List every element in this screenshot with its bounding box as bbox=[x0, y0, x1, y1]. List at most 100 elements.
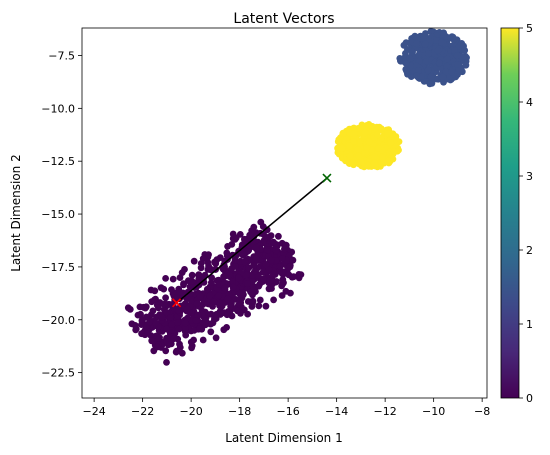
data-point-class-0 bbox=[227, 302, 235, 310]
data-point-class-0 bbox=[297, 271, 305, 278]
data-point-class-0 bbox=[282, 287, 290, 295]
data-point-class-0 bbox=[229, 283, 237, 291]
data-point-class-1 bbox=[424, 66, 432, 74]
y-tick-label: −17.5 bbox=[41, 261, 75, 274]
data-point-class-0 bbox=[167, 340, 175, 348]
data-point-class-5 bbox=[334, 138, 342, 146]
data-point-class-0 bbox=[231, 263, 239, 270]
data-point-class-0 bbox=[221, 284, 229, 292]
data-point-class-0 bbox=[266, 277, 274, 285]
data-point-class-0 bbox=[224, 295, 232, 303]
data-point-class-5 bbox=[350, 130, 358, 138]
data-point-class-0 bbox=[188, 271, 196, 279]
data-point-class-1 bbox=[448, 68, 455, 76]
data-point-class-0 bbox=[163, 325, 170, 333]
colorbar-tick-label: 2 bbox=[526, 244, 533, 257]
plot-frame bbox=[81, 27, 488, 399]
colorbar-tick-label: 0 bbox=[526, 392, 533, 405]
data-point-class-5 bbox=[349, 159, 357, 167]
data-point-class-0 bbox=[215, 281, 223, 288]
data-point-class-0 bbox=[226, 271, 234, 279]
data-point-class-0 bbox=[270, 296, 277, 304]
data-point-class-0 bbox=[211, 266, 219, 273]
end-marker bbox=[322, 173, 332, 183]
colorbar-tick-label: 5 bbox=[526, 22, 533, 35]
data-point-class-0 bbox=[154, 343, 161, 351]
data-point-class-0 bbox=[239, 250, 247, 258]
data-point-class-0 bbox=[235, 274, 243, 282]
data-point-class-0 bbox=[190, 257, 198, 265]
data-point-class-0 bbox=[142, 303, 150, 311]
data-point-class-0 bbox=[195, 271, 203, 279]
data-point-class-0 bbox=[229, 230, 237, 238]
data-point-class-1 bbox=[403, 67, 410, 74]
data-point-class-0 bbox=[148, 337, 156, 345]
colorbar-ticks: 0 1 2 3 4 5 bbox=[519, 22, 533, 405]
y-tick-label: −20.0 bbox=[41, 314, 75, 327]
data-point-class-1 bbox=[413, 40, 420, 48]
data-point-class-0 bbox=[170, 335, 178, 343]
data-point-class-0 bbox=[194, 311, 202, 319]
data-point-class-5 bbox=[345, 142, 353, 150]
data-point-class-0 bbox=[186, 289, 194, 297]
data-point-class-0 bbox=[255, 302, 263, 310]
data-point-class-0 bbox=[267, 256, 275, 264]
data-point-class-0 bbox=[190, 327, 198, 334]
data-point-class-0 bbox=[289, 256, 297, 264]
y-tick-label: −15.0 bbox=[41, 208, 75, 221]
data-point-class-0 bbox=[278, 282, 286, 290]
data-point-class-1 bbox=[439, 73, 447, 81]
data-point-class-0 bbox=[178, 349, 186, 357]
data-point-class-0 bbox=[204, 258, 212, 266]
x-tick-label: −14 bbox=[325, 405, 348, 418]
data-point-class-0 bbox=[250, 262, 258, 269]
data-point-class-5 bbox=[364, 161, 372, 169]
data-point-class-0 bbox=[228, 278, 236, 286]
colorbar bbox=[500, 27, 520, 399]
data-point-class-0 bbox=[213, 256, 221, 264]
data-point-class-1 bbox=[402, 60, 410, 67]
x-tick-label: −10 bbox=[422, 405, 445, 418]
data-point-class-0 bbox=[166, 314, 174, 321]
data-point-class-0 bbox=[149, 307, 157, 315]
colorbar-tick-label: 1 bbox=[526, 318, 533, 331]
scatter-points bbox=[124, 28, 470, 366]
data-point-class-1 bbox=[449, 33, 457, 41]
data-point-class-5 bbox=[350, 138, 357, 146]
colorbar-tick-label: 4 bbox=[526, 96, 533, 109]
data-point-class-0 bbox=[275, 232, 282, 240]
y-axis-label: Latent Dimension 2 bbox=[9, 154, 23, 272]
data-point-class-0 bbox=[152, 319, 160, 327]
y-tick-label: −10.0 bbox=[41, 102, 75, 115]
data-point-class-0 bbox=[214, 310, 222, 318]
data-point-class-0 bbox=[168, 286, 175, 293]
data-point-class-1 bbox=[440, 30, 447, 38]
data-point-class-0 bbox=[252, 244, 260, 252]
chart-title: Latent Vectors bbox=[233, 11, 334, 27]
data-point-class-0 bbox=[176, 288, 184, 296]
data-point-class-0 bbox=[176, 344, 184, 351]
data-point-class-0 bbox=[196, 292, 204, 300]
data-point-class-1 bbox=[434, 47, 442, 54]
data-point-class-0 bbox=[262, 302, 270, 310]
data-point-class-0 bbox=[128, 320, 136, 328]
data-point-class-0 bbox=[208, 279, 215, 286]
data-point-class-0 bbox=[220, 326, 228, 334]
data-point-class-5 bbox=[338, 144, 346, 152]
data-point-class-0 bbox=[176, 274, 184, 281]
data-point-class-0 bbox=[168, 321, 176, 328]
path-layer bbox=[172, 173, 332, 308]
data-point-class-0 bbox=[188, 277, 196, 285]
x-tick-label: −12 bbox=[374, 405, 397, 418]
data-point-class-0 bbox=[181, 319, 189, 327]
data-point-class-0 bbox=[199, 336, 207, 344]
data-point-class-0 bbox=[187, 338, 195, 346]
data-point-class-0 bbox=[236, 295, 243, 303]
data-point-class-0 bbox=[276, 263, 284, 270]
data-point-class-0 bbox=[181, 324, 189, 332]
data-point-class-0 bbox=[242, 271, 250, 279]
data-point-class-0 bbox=[249, 291, 256, 299]
data-point-class-0 bbox=[232, 257, 239, 265]
data-point-class-0 bbox=[252, 255, 260, 263]
data-point-class-0 bbox=[237, 309, 244, 317]
